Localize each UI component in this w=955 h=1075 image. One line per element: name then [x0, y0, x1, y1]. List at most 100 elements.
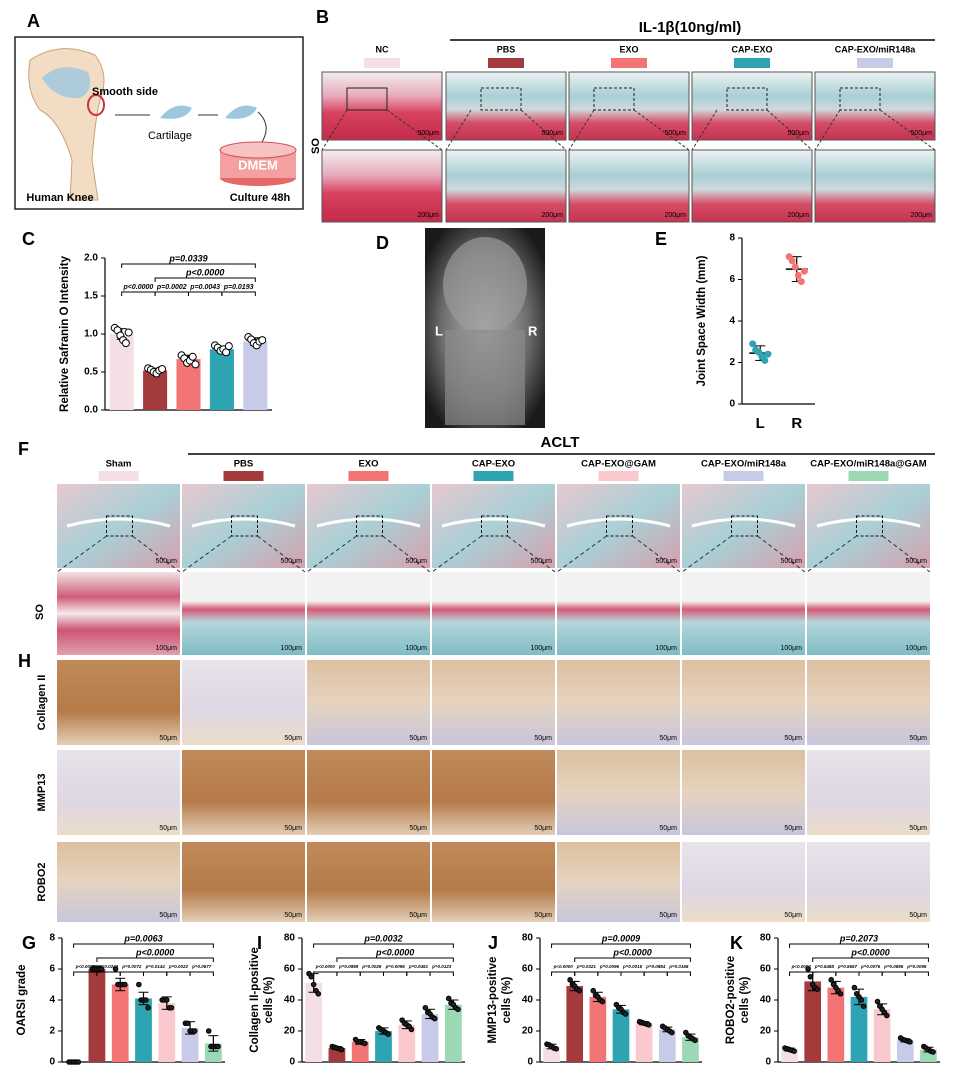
data-point	[576, 987, 583, 994]
data-point	[158, 364, 167, 373]
so-zoom-image	[445, 149, 567, 223]
y-tick-label: 4	[49, 995, 55, 1006]
ihc-image	[682, 660, 805, 745]
bar	[873, 1009, 891, 1062]
data-point	[191, 1028, 198, 1034]
bar	[305, 982, 323, 1062]
p-value: p=0.0063	[123, 933, 162, 943]
bar	[243, 341, 268, 410]
group-label: CAP-EXO/miR148a	[835, 44, 917, 54]
bar	[850, 996, 868, 1062]
y-tick-label: 1.0	[84, 329, 98, 340]
data-point	[874, 998, 881, 1005]
ihc-image	[682, 750, 805, 835]
p-value: p<0.0000	[850, 947, 889, 957]
data-point	[422, 1004, 429, 1011]
scale-label: 50μm	[534, 825, 552, 832]
scale-label: 50μm	[909, 912, 927, 919]
zoom-line	[879, 109, 936, 151]
zoom-box	[593, 87, 635, 111]
significance-bracket	[359, 971, 384, 976]
p-value: p=0.0002	[156, 284, 187, 291]
scale-label: 100μm	[530, 645, 552, 652]
data-point	[215, 1043, 221, 1050]
significance-bracket	[221, 291, 256, 296]
zoom-line	[882, 535, 931, 573]
scale-label: 50μm	[784, 912, 802, 919]
y-tick-label: 2	[729, 357, 735, 368]
zoom-box	[481, 515, 508, 537]
zoom-box	[606, 515, 633, 537]
data-point	[163, 997, 170, 1003]
significance-bracket	[96, 957, 214, 962]
so-zoom-image	[807, 572, 930, 655]
zoom-box	[726, 87, 768, 111]
p-value: p=0.0032	[363, 933, 402, 943]
y-tick-label: 60	[522, 964, 534, 975]
scale-label: 500μm	[787, 130, 809, 137]
group-label: Sham	[106, 459, 132, 470]
zoom-box	[106, 515, 133, 537]
data-point	[408, 1026, 415, 1033]
zoom-line	[568, 109, 595, 151]
p-value: p=0.0015	[622, 964, 643, 969]
p-value: p<0.0000	[315, 964, 336, 969]
label: Human Knee	[26, 192, 93, 204]
data-point	[145, 1004, 151, 1011]
arrow	[257, 111, 267, 143]
zoom-line	[257, 535, 306, 573]
model-label: ACLT	[541, 434, 580, 451]
zoom-box	[480, 87, 522, 111]
zoom-line	[632, 535, 681, 573]
zoom-box	[346, 87, 388, 111]
bar	[612, 1009, 630, 1062]
scale-label: 500μm	[655, 558, 677, 565]
p-value: p=0.5488	[814, 964, 835, 969]
side-label: L	[435, 323, 443, 338]
y-axis-label: Collagen II-positive	[249, 947, 261, 1052]
scale-label: 500μm	[910, 130, 932, 137]
y-tick-label: 20	[522, 1026, 534, 1037]
joint-space	[816, 517, 921, 528]
significance-bracket	[143, 971, 168, 976]
ihc-image	[307, 842, 430, 922]
zoom-box	[356, 515, 383, 537]
so-image	[182, 484, 305, 568]
so-zoom-image	[432, 572, 555, 655]
data-point	[599, 998, 606, 1005]
zoom-line	[181, 535, 232, 573]
zoom-line	[691, 109, 718, 151]
so-image	[814, 71, 936, 141]
panel-letter: F	[18, 439, 29, 459]
data-point	[445, 995, 452, 1002]
zoom-box	[839, 87, 881, 111]
significance-bracket	[166, 971, 191, 976]
bar	[209, 349, 234, 410]
group-swatch	[98, 471, 139, 481]
data-point	[567, 977, 573, 983]
zoom-line	[507, 535, 556, 573]
so-zoom-image	[182, 572, 305, 655]
p-value: p=0.0022	[168, 964, 189, 969]
significance-bracket	[73, 943, 214, 948]
scale-label: 100μm	[405, 645, 427, 652]
cartilage-piece	[160, 105, 192, 119]
p-value: p=0.0451	[408, 964, 429, 969]
data-point	[749, 340, 757, 348]
stain-label: SO	[34, 604, 46, 620]
ihc-image	[57, 660, 180, 745]
zoom-line	[445, 109, 472, 151]
group-swatch	[598, 471, 639, 481]
data-point	[136, 981, 142, 988]
bar	[566, 986, 584, 1062]
p-value: p=0.0895	[883, 964, 904, 969]
so-zoom-image	[814, 149, 936, 223]
significance-bracket	[188, 291, 223, 296]
so-zoom-image	[691, 149, 813, 223]
p-value: p=0.0095	[906, 964, 927, 969]
joint-space	[566, 517, 671, 528]
data-point	[98, 966, 105, 972]
data-point	[112, 966, 119, 972]
data-point	[122, 981, 128, 988]
so-image	[445, 71, 567, 141]
